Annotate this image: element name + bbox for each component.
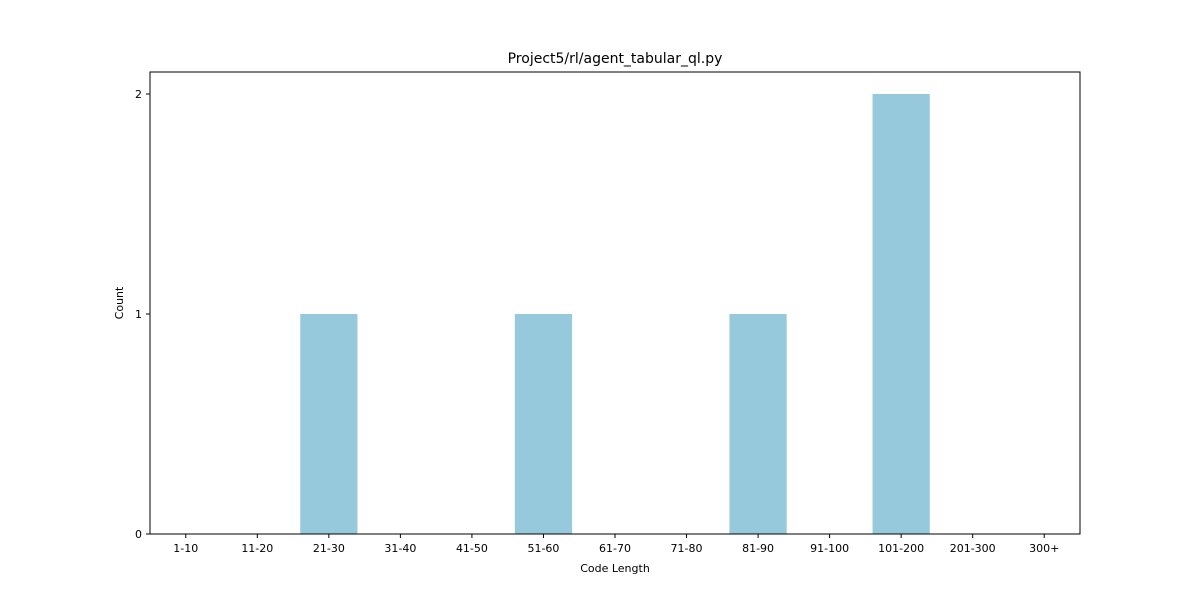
y-axis-ticks: 0 1 2 xyxy=(135,88,150,541)
x-tick-label: 1-10 xyxy=(173,542,198,555)
x-tick-label: 61-70 xyxy=(599,542,631,555)
x-tick-label: 31-40 xyxy=(384,542,416,555)
x-tick-label: 51-60 xyxy=(527,542,559,555)
chart-title: Project5/rl/agent_tabular_ql.py xyxy=(508,51,723,67)
x-tick-label: 11-20 xyxy=(241,542,273,555)
x-tick-label: 21-30 xyxy=(313,542,345,555)
x-tick-label: 81-90 xyxy=(742,542,774,555)
x-tick-label: 91-100 xyxy=(810,542,849,555)
bar-51-60 xyxy=(514,314,573,534)
x-tick-label: 71-80 xyxy=(671,542,703,555)
x-axis-label: Code Length xyxy=(580,562,650,575)
plot-frame xyxy=(149,71,1081,535)
x-tick-label: 201-300 xyxy=(950,542,996,555)
x-tick-label: 101-200 xyxy=(878,542,924,555)
y-tick-label: 2 xyxy=(135,88,142,101)
y-tick-label: 1 xyxy=(135,308,142,321)
bar-101-200 xyxy=(872,94,930,534)
x-tick-label: 300+ xyxy=(1029,542,1059,555)
y-axis-label: Count xyxy=(113,286,126,319)
x-tick-label: 41-50 xyxy=(456,542,488,555)
bars-group xyxy=(300,94,930,534)
bar-21-30 xyxy=(300,314,358,534)
y-tick-label: 0 xyxy=(135,528,142,541)
bar-81-90 xyxy=(729,314,787,534)
x-axis-ticks: 1-10 11-20 21-30 31-40 41-50 51-60 61-70 71-80 8… xyxy=(173,534,1059,555)
